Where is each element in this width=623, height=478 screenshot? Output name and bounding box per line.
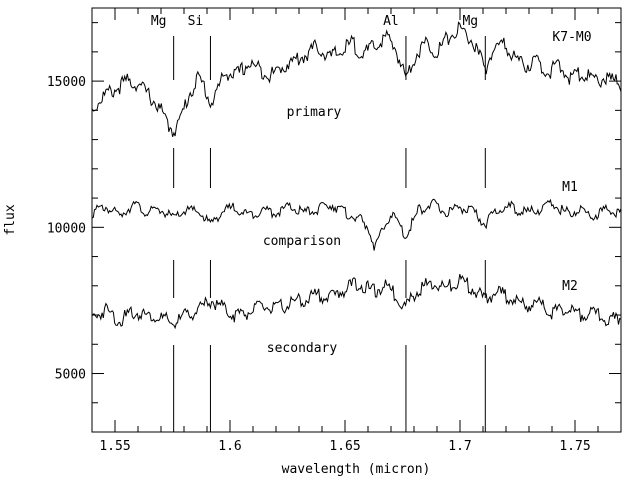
series-spectral-type: M2	[562, 279, 578, 294]
y-tick-label: 5000	[55, 368, 86, 383]
tick-marks	[91, 8, 622, 433]
x-axis-label: wavelength (micron)	[282, 462, 431, 477]
spectra: K7-M0 primary M1 comparison M2 secondary	[91, 21, 622, 356]
x-tick-label: 1.55	[99, 439, 130, 454]
x-tick-label: 1.6	[218, 439, 241, 454]
x-tick-label: 1.65	[329, 439, 360, 454]
plot-frame	[91, 7, 622, 433]
series-line-comparison	[91, 198, 622, 251]
series-line-primary	[91, 21, 622, 137]
x-tick-label: 1.7	[448, 439, 471, 454]
y-axis-label: flux	[3, 204, 18, 235]
line-features: Mg Si Al Mg	[151, 14, 486, 432]
x-tick-label: 1.75	[559, 439, 590, 454]
series-line-secondary	[91, 273, 622, 330]
series-curve-label: secondary	[267, 341, 338, 356]
y-tick-label: 10000	[47, 221, 86, 236]
feature-label: Mg	[462, 14, 478, 29]
tick-labels: 1.55 1.6 1.65 1.7 1.75 5000 10000 15000	[47, 75, 591, 454]
series-curve-label: primary	[287, 105, 342, 120]
series-curve-label: comparison	[263, 234, 341, 249]
series-spectral-type: K7-M0	[552, 30, 591, 45]
series-spectral-type: M1	[562, 180, 578, 195]
feature-label: Al	[383, 14, 399, 29]
feature-label: Si	[188, 14, 204, 29]
feature-label: Mg	[151, 14, 167, 29]
y-tick-label: 15000	[47, 75, 86, 90]
